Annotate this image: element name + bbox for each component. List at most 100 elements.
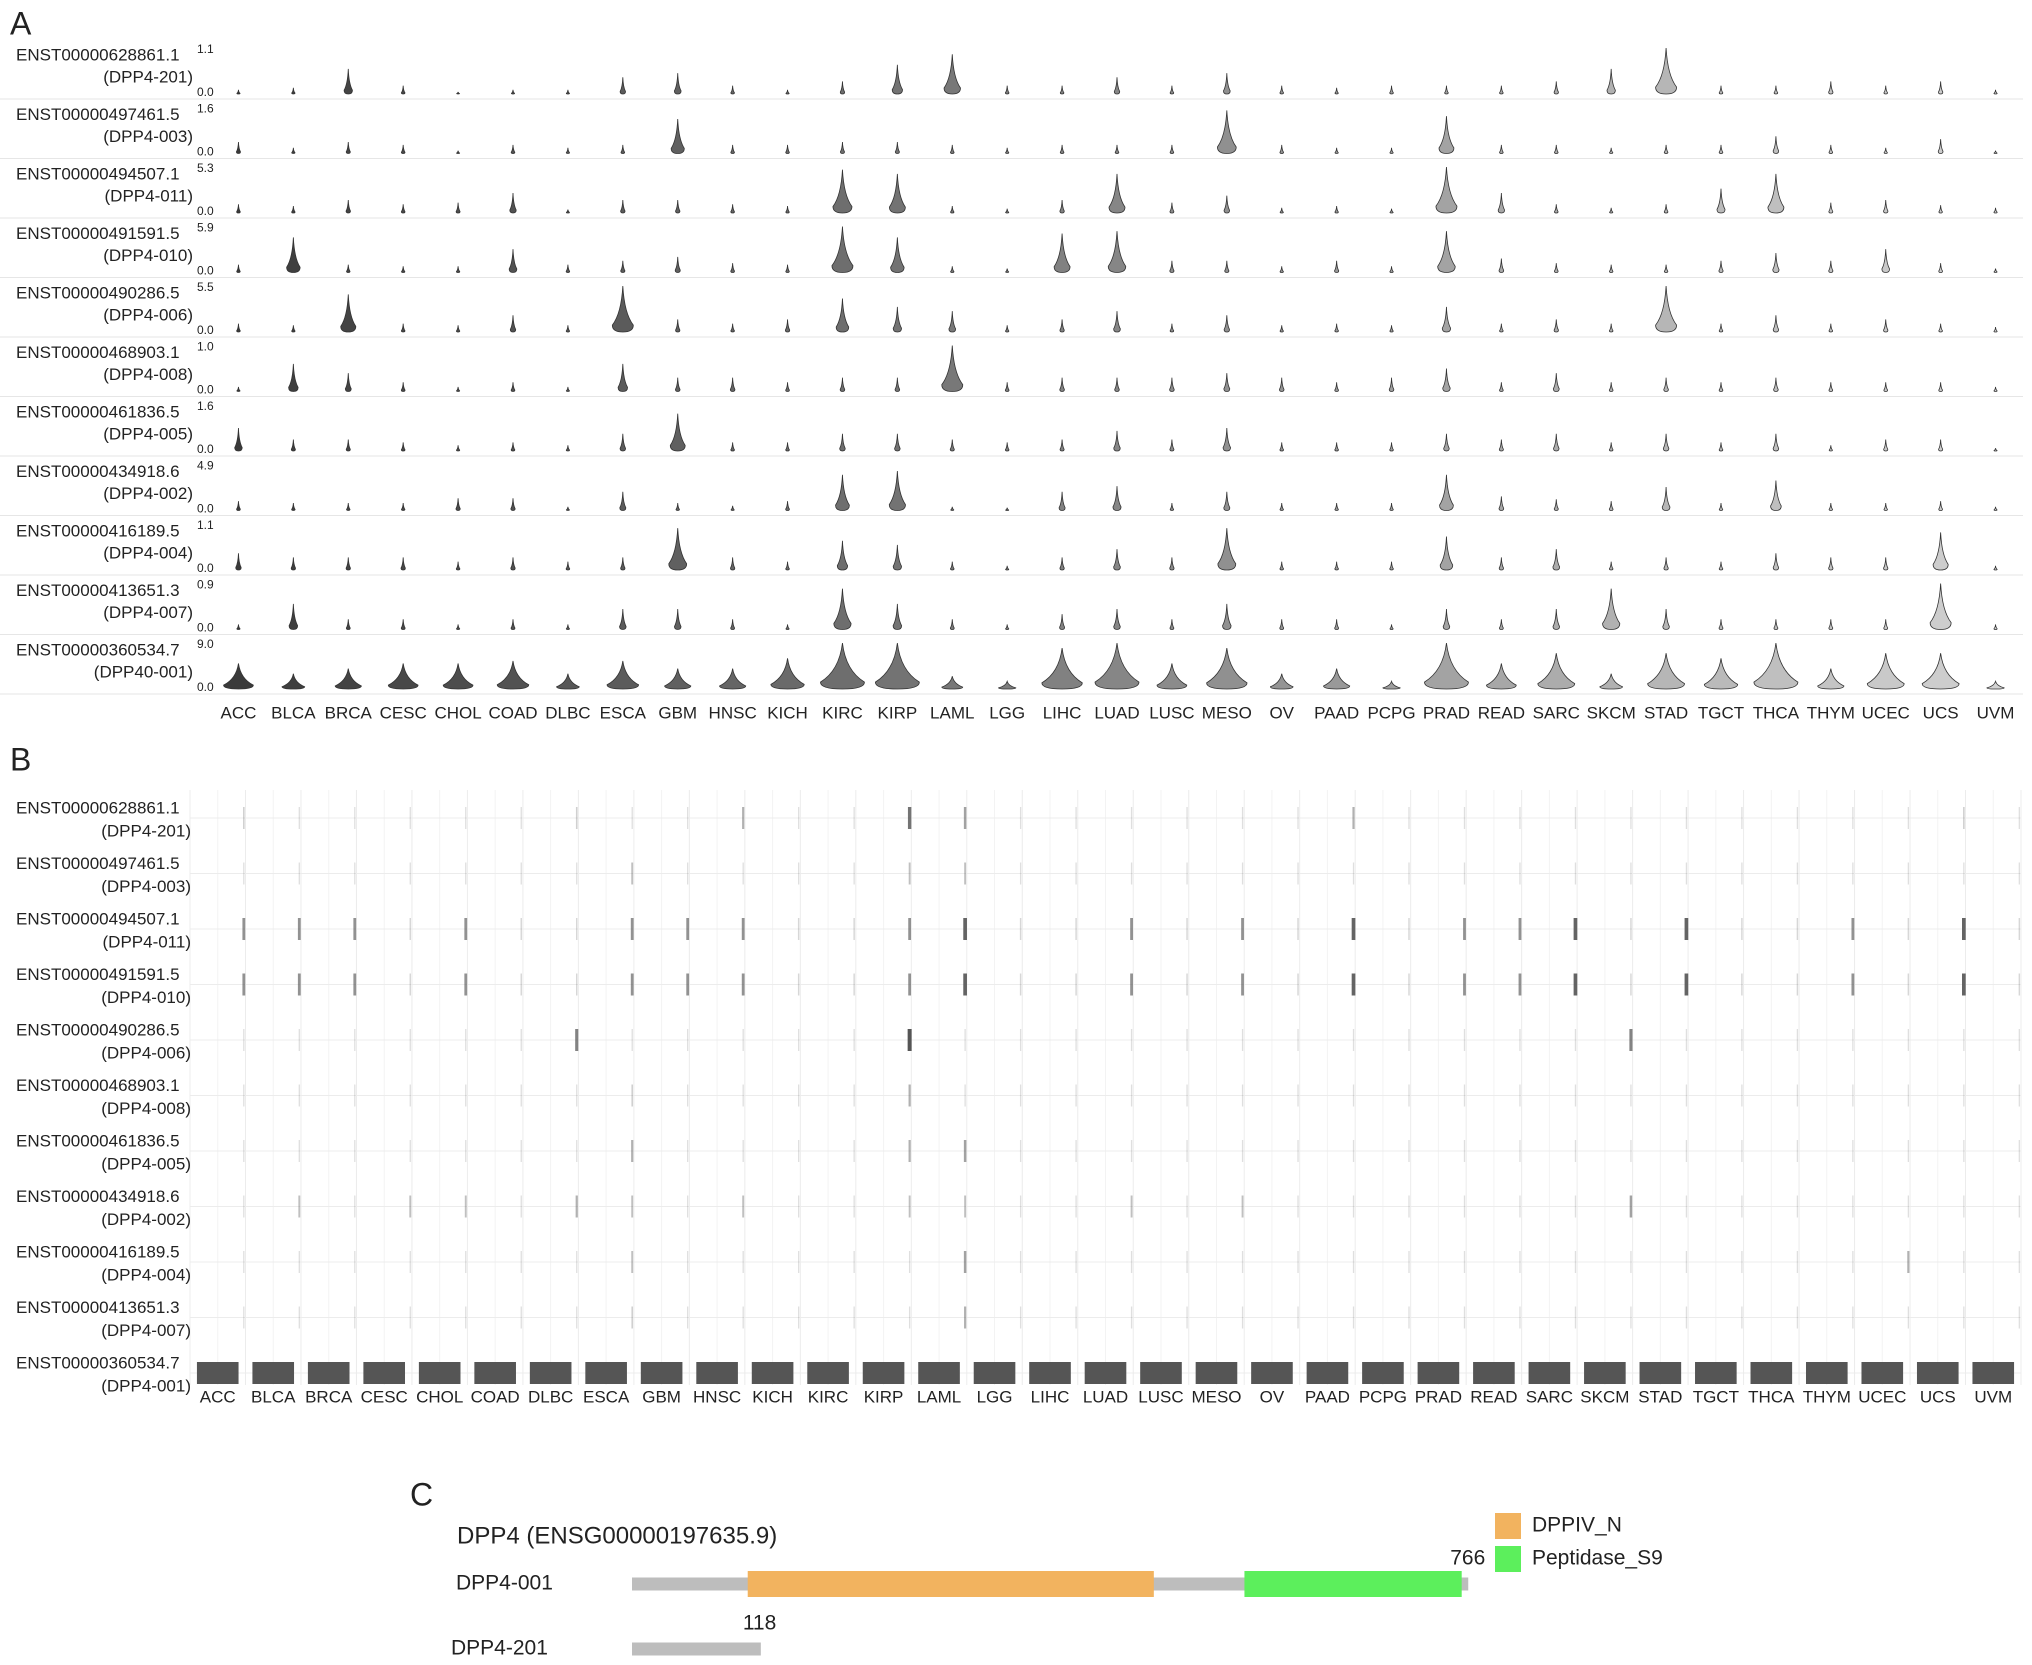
transcript-name: (DPP4-011) <box>103 932 192 951</box>
strip-tick <box>853 918 855 940</box>
violin <box>1938 81 1944 95</box>
violin <box>950 266 955 273</box>
strip-tick <box>1519 1306 1521 1329</box>
strip-tick <box>741 918 745 940</box>
violin <box>1382 679 1401 690</box>
strip-tick <box>1741 1140 1743 1162</box>
strip-tick <box>1741 1084 1743 1107</box>
violin <box>1993 89 1998 95</box>
strip-tick <box>1741 973 1743 996</box>
violin <box>290 439 296 452</box>
violin <box>1772 433 1780 452</box>
transcript-id: ENST00000490286.5 <box>16 283 180 302</box>
x-tick-label: CESC <box>380 703 427 722</box>
x-tick-label: PRAD <box>1423 703 1470 722</box>
strip-tick <box>1630 807 1632 829</box>
strip-tick <box>576 1140 578 1162</box>
violin <box>1059 557 1065 571</box>
strip-tick <box>630 918 634 940</box>
strip-tick <box>576 862 578 885</box>
y-tick-label: 1.0 <box>197 340 214 354</box>
strip-tick <box>243 807 245 829</box>
violin <box>1883 319 1889 333</box>
violin <box>1334 87 1339 95</box>
violin <box>1113 311 1121 333</box>
violin <box>1059 319 1065 333</box>
transcript-name: (DPP4-007) <box>101 1321 191 1340</box>
violin <box>456 91 461 95</box>
violin <box>234 427 243 452</box>
strip-tick <box>687 807 689 829</box>
strip-tick <box>1075 1306 1077 1329</box>
x-tick-label: LGG <box>989 703 1025 722</box>
violin <box>288 603 299 630</box>
gene-title: DPP4 (ENSG00000197635.9) <box>457 1522 777 1549</box>
violin <box>510 557 516 571</box>
y-tick-label: 4.9 <box>197 459 214 473</box>
transcript-id: ENST00000628861.1 <box>16 45 180 64</box>
x-tick-label: HNSC <box>693 1387 741 1406</box>
strip-tick <box>1352 1195 1355 1218</box>
violin <box>1718 323 1724 333</box>
violin <box>664 668 692 690</box>
strip-tick <box>520 1029 522 1051</box>
violin <box>1828 382 1834 392</box>
violin <box>1279 442 1284 452</box>
strip-tick <box>1852 1251 1854 1273</box>
violin <box>1881 249 1890 273</box>
violin <box>888 471 906 511</box>
violin <box>1279 377 1285 392</box>
strip-tick <box>908 1195 911 1218</box>
violin <box>1883 382 1888 392</box>
y-tick-label: 0.0 <box>197 145 214 159</box>
violin <box>1662 433 1670 452</box>
x-tick-label: UCS <box>1923 703 1959 722</box>
y-tick-label: 0.0 <box>197 621 214 635</box>
violin <box>1883 557 1889 571</box>
x-tick-label: PCPG <box>1367 703 1415 722</box>
violin <box>1773 85 1779 95</box>
strip-tick <box>1963 1306 1965 1329</box>
transcript-id: ENST00000416189.5 <box>16 521 180 540</box>
strip-box <box>418 1362 461 1384</box>
strip-tick <box>1241 1140 1244 1162</box>
strip-tick <box>242 918 246 940</box>
strip-tick <box>298 1029 300 1051</box>
x-tick-label: LUAD <box>1094 703 1139 722</box>
x-tick-label: COAD <box>488 703 537 722</box>
transcript-name: (DPP4-006) <box>101 1043 191 1062</box>
strip-tick <box>1408 1140 1410 1162</box>
violin <box>1663 264 1669 273</box>
violin <box>346 502 351 511</box>
y-tick-label: 0.0 <box>197 383 214 397</box>
strip-tick <box>1629 1029 1633 1051</box>
violin <box>556 673 580 690</box>
violin <box>236 323 241 333</box>
x-tick-label: LIHC <box>1043 703 1082 722</box>
violin <box>673 73 682 95</box>
violin <box>1608 442 1614 452</box>
strip-tick <box>1130 973 1133 996</box>
strip-tick <box>631 1251 634 1273</box>
strip-tick <box>1907 973 1910 996</box>
y-tick-label: 9.0 <box>197 637 214 651</box>
strip-tick <box>1408 1251 1410 1273</box>
violin <box>839 81 846 95</box>
strip-tick <box>354 1084 356 1107</box>
strip-tick <box>1241 1306 1244 1329</box>
strip-tick <box>1019 807 1022 829</box>
transcript-name: (DPP4-201) <box>101 821 191 840</box>
violin <box>1269 673 1294 690</box>
violin <box>345 141 351 154</box>
length-label: 766 <box>1450 1547 1485 1570</box>
strip-tick <box>243 1195 245 1218</box>
strip-box <box>1362 1362 1404 1384</box>
violin <box>1389 147 1394 154</box>
violin <box>1772 252 1780 273</box>
violin <box>1005 268 1010 273</box>
violin <box>1647 653 1685 690</box>
length-label: 118 <box>743 1612 776 1635</box>
violin <box>565 147 570 154</box>
